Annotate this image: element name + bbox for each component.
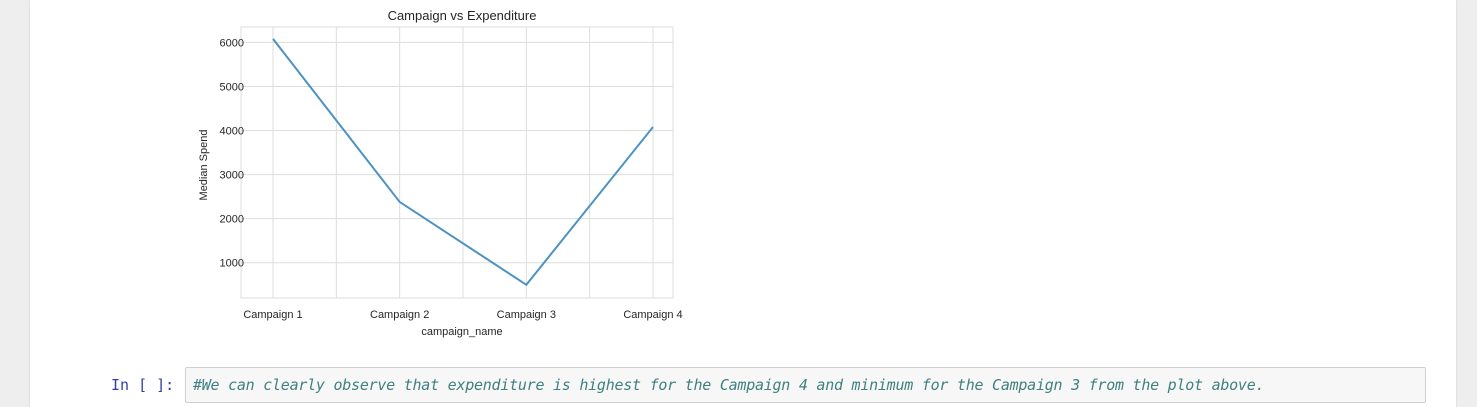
chart-title: Campaign vs Expenditure: [388, 8, 537, 23]
y-tick-label: 4000: [220, 126, 244, 138]
input-prompt: In [ ]:: [111, 376, 175, 394]
x-axis-label: campaign_name: [421, 326, 502, 338]
notebook-container: 1000 2000 3000 4000 5000 6000 Campaign 1 Campa…: [30, 0, 1456, 407]
y-tick-label: 2000: [220, 214, 244, 226]
x-tick-labels: Campaign 1 Campaign 2 Campaign 3 Campaign 4: [243, 309, 682, 321]
y-tick-label: 3000: [220, 170, 244, 182]
code-input[interactable]: #We can clearly observe that expenditure…: [185, 367, 1426, 403]
code-comment[interactable]: #We can clearly observe that expenditure…: [193, 376, 1265, 394]
plot-frame: [240, 26, 674, 299]
y-axis-label: Median Spend: [198, 130, 210, 201]
x-tick-label: Campaign 3: [497, 309, 556, 321]
cell-output: 1000 2000 3000 4000 5000 6000 Campaign 1 Campa…: [30, 0, 1456, 350]
x-tick-label: Campaign 4: [623, 309, 682, 321]
y-tick-label: 1000: [220, 258, 244, 270]
code-cell[interactable]: In [ ]: #We can clearly observe that exp…: [30, 366, 1456, 404]
y-tick-label: 5000: [220, 81, 244, 93]
x-tick-label: Campaign 2: [370, 309, 429, 321]
y-tick-labels: 1000 2000 3000 4000 5000 6000: [220, 37, 244, 269]
y-tick-label: 6000: [220, 37, 244, 49]
series-line: [272, 38, 654, 287]
chart-grid: [241, 27, 673, 298]
x-tick-label: Campaign 1: [243, 309, 302, 321]
